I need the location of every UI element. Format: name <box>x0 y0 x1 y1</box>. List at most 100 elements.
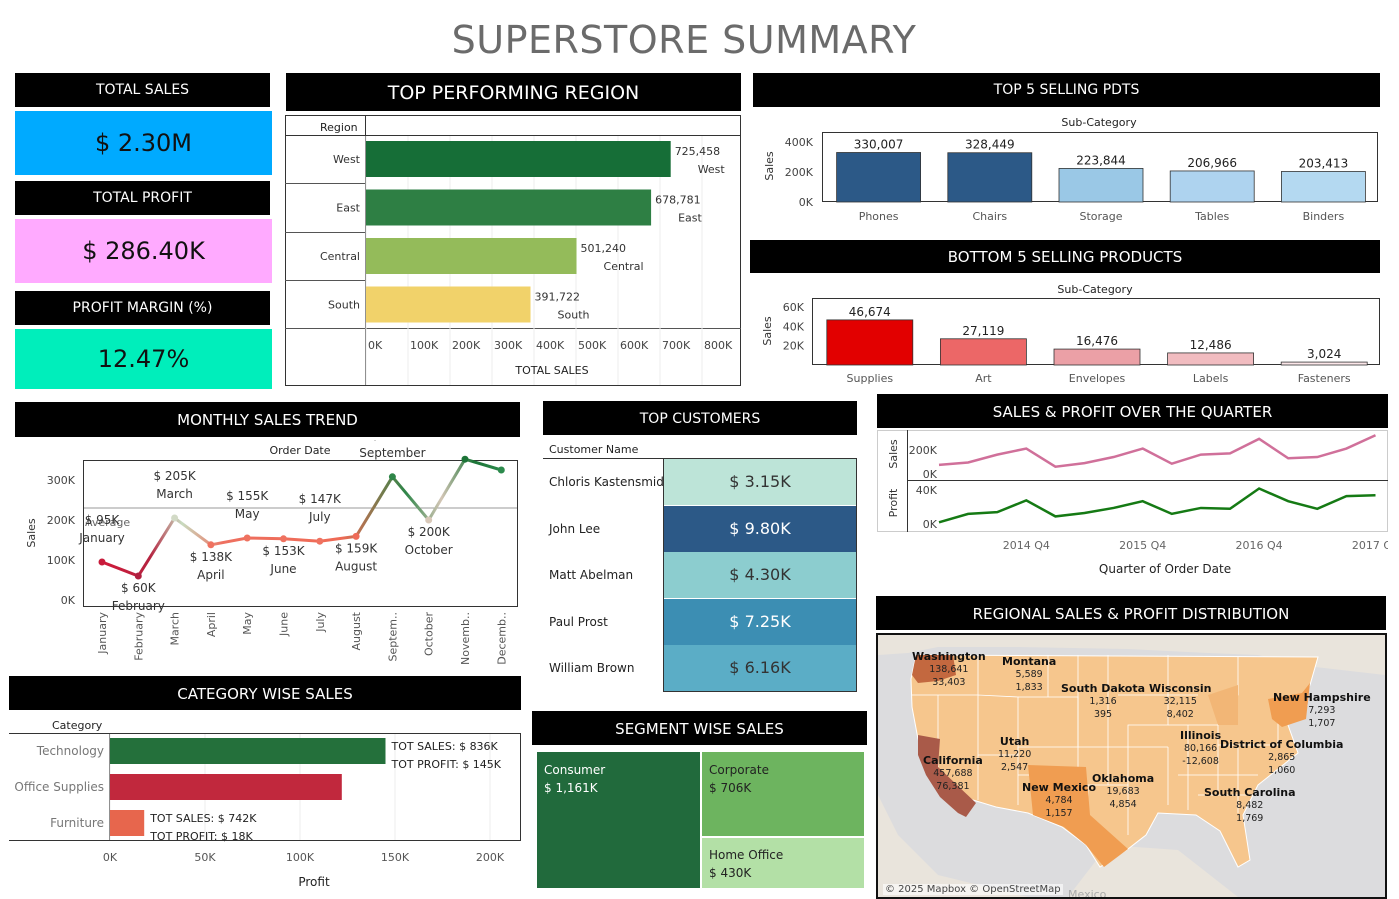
category-bar[interactable] <box>110 774 342 800</box>
quarter-x-label: Quarter of Order Date <box>1099 562 1231 576</box>
region-col-header: Region <box>320 121 358 134</box>
bar-category-label: Art <box>975 372 992 385</box>
segment-home-office[interactable]: Home Office $ 430K <box>702 838 864 888</box>
bar-value-label: 330,007 <box>854 137 904 151</box>
bar[interactable] <box>1053 348 1141 366</box>
region-bar-value: 391,722 <box>535 291 581 304</box>
monthly-point[interactable] <box>461 455 469 463</box>
region-bar[interactable] <box>366 286 531 323</box>
map-state-label[interactable]: Wisconsin 32,115 8,402 <box>1149 682 1212 721</box>
monthly-x-tick: August <box>350 611 363 650</box>
customer-name: Matt Abelman <box>549 568 634 583</box>
customer-name: William Brown <box>549 661 635 676</box>
customer-sales-cell[interactable]: $ 4.30K <box>664 552 856 599</box>
customer-sales-cell[interactable]: $ 7.25K <box>664 598 856 645</box>
monthly-point[interactable] <box>352 532 360 540</box>
monthly-point[interactable] <box>316 537 324 545</box>
map-state-label[interactable]: Utah 11,220 2,547 <box>998 735 1031 774</box>
quarter-profit-tick: 40K <box>916 484 938 497</box>
quarter-x-tick: 2015 Q4 <box>1119 539 1166 552</box>
segment-corporate-name: Corporate <box>709 763 769 777</box>
region-x-tick: 200K <box>452 339 481 352</box>
bar[interactable] <box>939 338 1027 366</box>
map-state-label[interactable]: Washington 138,641 33,403 <box>912 650 986 689</box>
bar[interactable] <box>836 152 921 203</box>
map-state-profit: 395 <box>1093 709 1113 720</box>
customer-sales-cell[interactable]: $ 9.80K <box>664 505 856 552</box>
region-bar[interactable] <box>366 238 577 274</box>
customer-name: Paul Prost <box>549 614 608 629</box>
segment-consumer[interactable]: Consumer $ 1,161K <box>537 752 700 888</box>
region-x-tick: 400K <box>536 339 565 352</box>
category-label: Furniture <box>50 816 104 830</box>
customers-header: TOP CUSTOMERS <box>543 401 857 435</box>
bar[interactable] <box>1058 168 1144 203</box>
map-state-label[interactable]: District of Columbia 2,865 1,060 <box>1220 738 1343 777</box>
monthly-point-value: $ 155K <box>226 489 269 503</box>
region-bar[interactable] <box>366 141 671 177</box>
bar-category-label: Fasteners <box>1298 372 1351 385</box>
map-state-profit: 1,060 <box>1268 765 1296 776</box>
monthly-point-value: $ 60K <box>121 581 157 595</box>
map-state-label[interactable]: California 457,688 76,381 <box>923 754 983 793</box>
monthly-point[interactable] <box>171 514 179 522</box>
bar[interactable] <box>1169 170 1255 203</box>
monthly-point[interactable] <box>497 466 505 474</box>
y-tick: 20K <box>783 340 805 353</box>
monthly-point[interactable] <box>388 473 396 481</box>
monthly-point[interactable] <box>134 572 142 580</box>
segment-corporate-value: $ 706K <box>709 781 752 795</box>
monthly-point-month: February <box>112 599 165 613</box>
map-state-sales: 80,166 <box>1183 743 1218 754</box>
map-state-label[interactable]: Oklahoma 19,683 4,854 <box>1092 772 1154 811</box>
map-state-label[interactable]: Illinois 80,166 -12,608 <box>1180 729 1221 768</box>
customer-sales-cell[interactable]: $ 6.16K <box>664 645 856 692</box>
monthly-point[interactable] <box>425 516 433 524</box>
bar[interactable] <box>826 319 914 366</box>
map-panel[interactable]: Washington 138,641 33,403 Montana 5,589 1,833… <box>876 633 1387 899</box>
region-category-label: West <box>333 153 361 166</box>
map-state-label[interactable]: South Carolina 8,482 1,769 <box>1204 786 1296 825</box>
region-x-tick: 600K <box>620 339 649 352</box>
customer-sales-cell[interactable]: $ 3.15K <box>664 459 856 505</box>
map-state-label[interactable]: South Dakota 1,316 395 <box>1061 682 1145 721</box>
monthly-point-value: $ 95K <box>85 513 121 527</box>
quarter-sales-line[interactable] <box>938 434 1377 469</box>
category-bar[interactable] <box>110 738 386 764</box>
map-state-label[interactable]: Montana 5,589 1,833 <box>1002 655 1056 694</box>
quarter-profit-line[interactable] <box>938 487 1376 524</box>
map-state-sales: 19,683 <box>1106 786 1140 797</box>
map-state-name: New Hampshire <box>1273 691 1371 704</box>
map-state-label[interactable]: New Mexico 4,784 1,157 <box>1022 781 1096 820</box>
customers-col-header: Customer Name <box>549 443 639 456</box>
region-category-label: Central <box>320 250 360 263</box>
monthly-sales-line[interactable] <box>101 457 502 578</box>
monthly-point[interactable] <box>280 535 287 543</box>
segment-corporate[interactable]: Corporate $ 706K <box>702 752 864 836</box>
region-bar[interactable] <box>366 189 652 226</box>
bar[interactable] <box>947 152 1033 203</box>
category-bar[interactable] <box>110 810 145 836</box>
quarter-profit-tick: 0K <box>923 518 938 531</box>
monthly-point[interactable] <box>207 541 215 549</box>
map-state-sales: 2,865 <box>1268 752 1296 763</box>
map-state-label[interactable]: New Hampshire 7,293 1,707 <box>1273 691 1371 730</box>
bar[interactable] <box>1280 361 1368 366</box>
bar-value-label: 3,024 <box>1307 347 1341 361</box>
monthly-x-tick: January <box>96 612 109 655</box>
map-state-name: District of Columbia <box>1220 738 1344 751</box>
quarter-sales-tick: 200K <box>909 444 938 457</box>
map-state-profit: 1,157 <box>1045 808 1073 819</box>
map-state-profit: 8,402 <box>1166 709 1194 720</box>
map-attribution: © 2025 Mapbox © OpenStreetMap <box>883 884 1063 895</box>
bar[interactable] <box>1281 171 1366 203</box>
bar-category-label: Supplies <box>847 372 894 385</box>
monthly-x-tick: March <box>169 612 182 646</box>
monthly-point[interactable] <box>98 558 106 566</box>
y-tick: 60K <box>783 301 805 314</box>
segment-treemap: Consumer $ 1,161K Corporate $ 706K Home … <box>537 752 864 888</box>
bar[interactable] <box>1167 352 1255 366</box>
map-state-sales: 5,589 <box>1015 669 1043 680</box>
monthly-point[interactable] <box>243 534 251 542</box>
monthly-point-value: $ 200K <box>408 525 451 539</box>
